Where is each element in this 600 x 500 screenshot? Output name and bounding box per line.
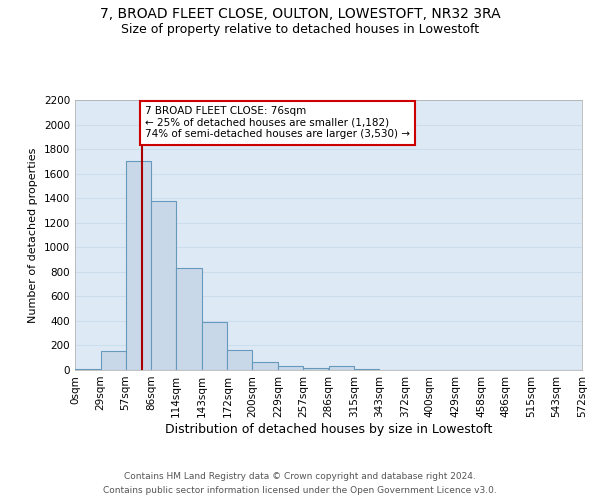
Bar: [125, 162, 151, 370]
Text: 7 BROAD FLEET CLOSE: 76sqm
← 25% of detached houses are smaller (1,182)
74% of s: 7 BROAD FLEET CLOSE: 76sqm ← 25% of deta…: [145, 106, 410, 140]
Bar: [176, 268, 202, 370]
Text: 7, BROAD FLEET CLOSE, OULTON, LOWESTOFT, NR32 3RA: 7, BROAD FLEET CLOSE, OULTON, LOWESTOFT,…: [100, 8, 500, 22]
Bar: [151, 200, 176, 370]
Bar: [278, 366, 303, 370]
Text: Contains HM Land Registry data © Crown copyright and database right 2024.: Contains HM Land Registry data © Crown c…: [124, 472, 476, 481]
Bar: [303, 368, 329, 370]
Bar: [75, 369, 101, 370]
Bar: [202, 322, 227, 370]
Bar: [227, 350, 252, 370]
Y-axis label: Number of detached properties: Number of detached properties: [28, 148, 38, 322]
Bar: [252, 362, 278, 370]
Bar: [101, 351, 125, 370]
Text: Size of property relative to detached houses in Lowestoft: Size of property relative to detached ho…: [121, 22, 479, 36]
X-axis label: Distribution of detached houses by size in Lowestoft: Distribution of detached houses by size …: [165, 422, 492, 436]
Text: Contains public sector information licensed under the Open Government Licence v3: Contains public sector information licen…: [103, 486, 497, 495]
Bar: [329, 366, 354, 370]
